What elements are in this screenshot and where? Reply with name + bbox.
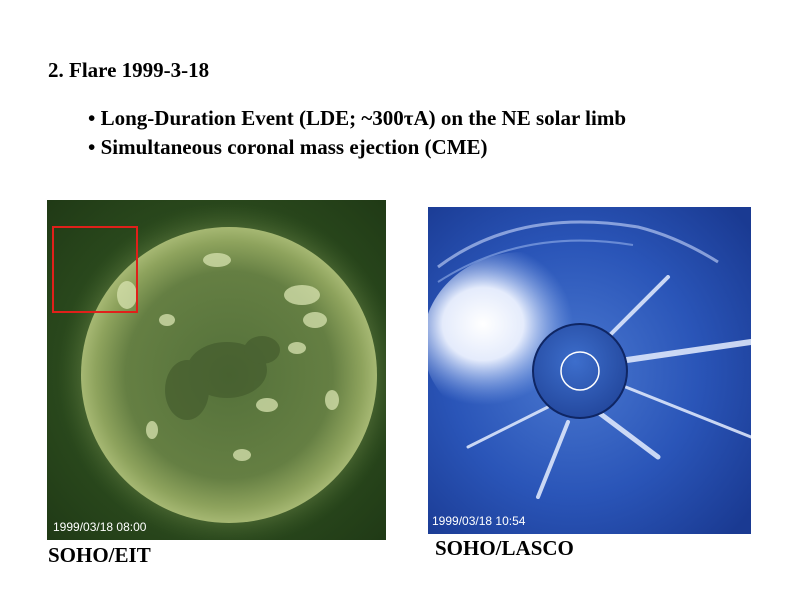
slide-title: 2. Flare 1999-3-18	[48, 58, 210, 82]
lasco-caption: SOHO/LASCO	[435, 536, 574, 560]
bullet-item: • Simultaneous coronal mass ejection (CM…	[88, 135, 488, 159]
bullet-list: • Long-Duration Event (LDE; ~300τA) on t…	[88, 104, 626, 162]
lasco-cme-graphic	[428, 207, 751, 534]
lasco-coronagraph-image: 1999/03/18 10:54	[428, 207, 751, 534]
bullet-item: • Long-Duration Event (LDE; ~300τA) on t…	[88, 106, 627, 130]
eit-caption: SOHO/EIT	[48, 543, 151, 567]
eit-sun-graphic	[47, 200, 386, 540]
eit-timestamp: 1999/03/18 08:00	[53, 520, 147, 534]
lasco-timestamp: 1999/03/18 10:54	[432, 514, 526, 528]
eit-highlight-box	[52, 226, 138, 313]
eit-solar-image: 1999/03/18 08:00	[47, 200, 386, 540]
